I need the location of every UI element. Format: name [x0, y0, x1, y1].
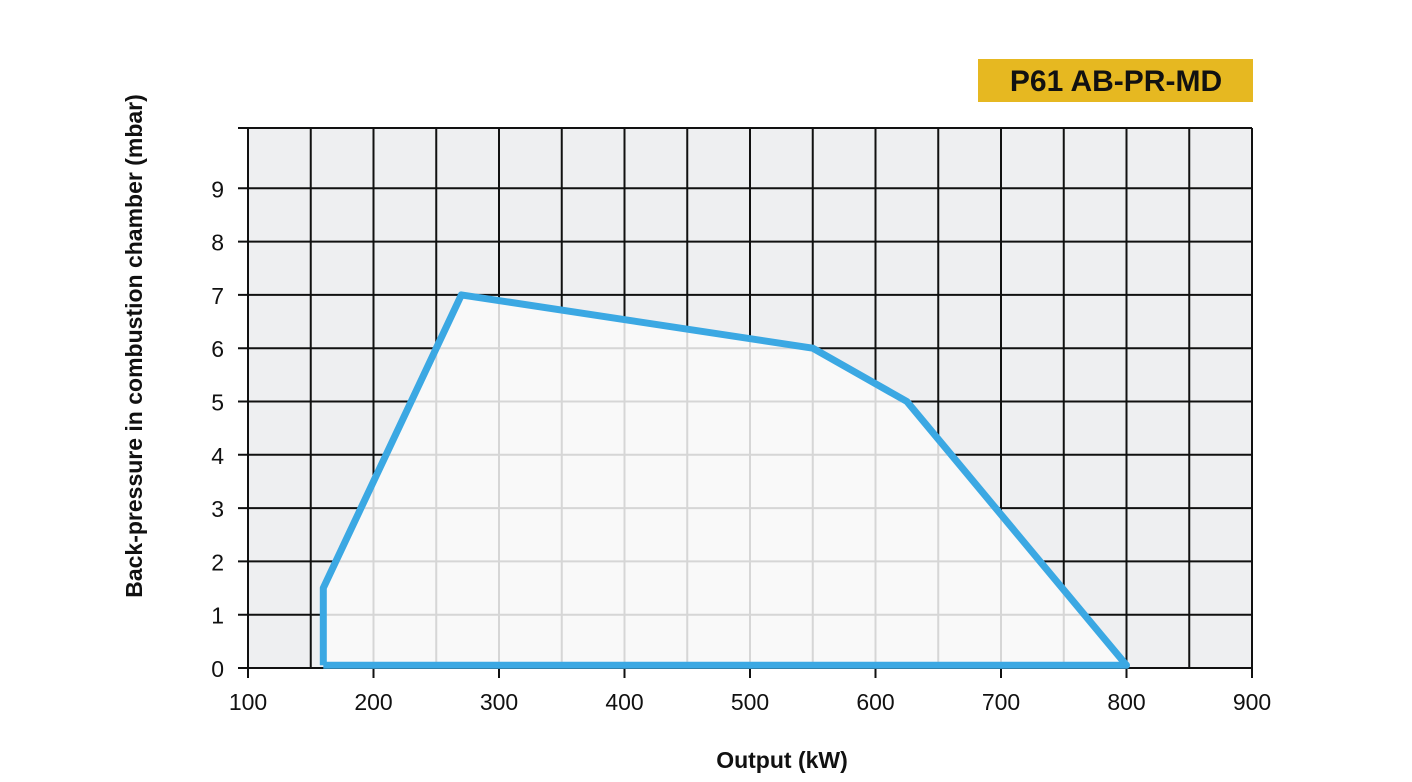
- x-tick-label: 100: [229, 689, 267, 715]
- model-badge: P61 AB-PR-MD: [978, 59, 1253, 102]
- x-tick-label: 400: [605, 689, 643, 715]
- x-tick-label: 700: [982, 689, 1020, 715]
- y-axis-ticks: 0 1 2 3 4 5 6 7 8 9: [211, 176, 224, 682]
- x-tick-label: 300: [480, 689, 518, 715]
- operating-curve: [319, 291, 1130, 669]
- x-axis-title: Output (kW): [716, 747, 848, 773]
- y-tick-label: 7: [211, 283, 224, 309]
- y-tick-label: 6: [211, 336, 224, 362]
- model-badge-title: P61 AB-PR-MD: [1010, 65, 1222, 98]
- x-tick-label: 200: [354, 689, 392, 715]
- x-tick-label: 900: [1233, 689, 1271, 715]
- y-tick-label: 1: [211, 603, 224, 629]
- operating-region-fill: [323, 294, 1127, 666]
- y-axis-title: Back-pressure in combustion chamber (mba…: [121, 94, 147, 598]
- x-axis-ticks: 100 200 300 400 500 600 700 800 900: [229, 689, 1271, 715]
- x-tick-label: 800: [1107, 689, 1145, 715]
- y-tick-label: 9: [211, 176, 224, 202]
- x-tick-label: 600: [856, 689, 894, 715]
- y-tick-label: 8: [211, 230, 224, 256]
- y-tick-label: 0: [211, 656, 224, 682]
- y-tick-label: 5: [211, 390, 224, 416]
- model-badge-background: [978, 59, 1253, 102]
- x-tick-label: 500: [731, 689, 769, 715]
- y-tick-label: 2: [211, 549, 224, 575]
- y-tick-label: 4: [211, 443, 224, 469]
- y-tick-label: 3: [211, 496, 224, 522]
